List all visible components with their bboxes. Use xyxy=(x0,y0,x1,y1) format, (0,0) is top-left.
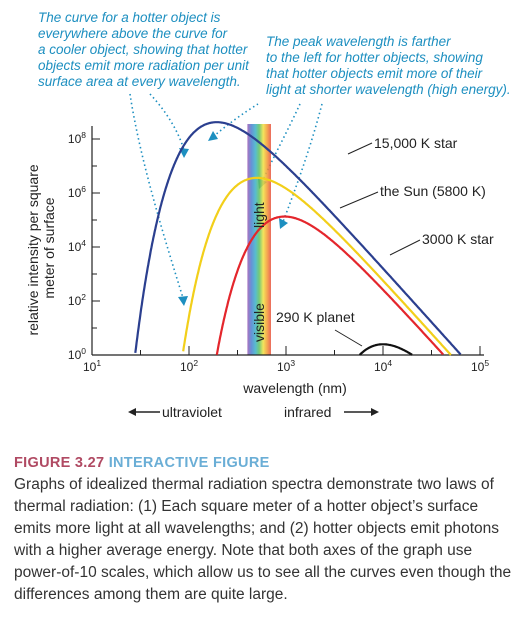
pointer-line xyxy=(129,93,184,299)
arrowhead-icon xyxy=(178,296,188,306)
series-label-15000k: 15,000 K star xyxy=(374,135,458,151)
y-tick-label: 102 xyxy=(68,292,86,308)
arrowhead-icon xyxy=(279,218,288,229)
y-tick-label: 108 xyxy=(68,130,86,146)
spectra-curves xyxy=(134,121,462,356)
series-label-290k: 290 K planet xyxy=(276,309,355,325)
x-tick-label: 105 xyxy=(471,358,489,374)
annotation-right-line: light at shorter wavelength (high energy… xyxy=(266,82,511,97)
ultraviolet-label: ultraviolet xyxy=(162,404,222,420)
visible-band-rect xyxy=(247,124,271,355)
annotation-left-line: The curve for a hotter object is xyxy=(38,10,221,25)
pointer-line xyxy=(261,103,301,183)
annotation-right-line: that hotter objects emit more of their xyxy=(266,66,483,81)
figure-label: FIGURE 3.27 xyxy=(14,455,105,471)
pointer-line xyxy=(149,93,185,151)
annotation-left-line: surface area at every wavelength. xyxy=(38,74,241,89)
x-tick-label: 103 xyxy=(277,358,295,374)
pointer-line xyxy=(213,103,259,137)
x-tick-label: 102 xyxy=(180,358,198,374)
leader-line xyxy=(334,329,363,347)
annotation-left-line: everywhere above the curve for xyxy=(38,26,228,41)
series-label-sun: the Sun (5800 K) xyxy=(380,183,486,199)
series-label-3000k: 3000 K star xyxy=(422,231,494,247)
band-label-visible: visible xyxy=(251,303,267,342)
annotation-pointers xyxy=(129,93,323,299)
y-axis-title-line: meter of surface xyxy=(41,197,57,298)
caption-text: Graphs of idealized thermal radiation sp… xyxy=(14,476,512,603)
arrowhead-icon xyxy=(208,131,218,141)
left-arrow-icon xyxy=(128,408,136,416)
leader-line xyxy=(389,239,421,256)
series-line xyxy=(134,121,462,356)
series-line xyxy=(215,215,444,356)
series-leaders xyxy=(334,142,421,347)
annotation-right-line: to the left for hotter objects, showing xyxy=(266,50,483,65)
y-axis-title-line: relative intensity per square xyxy=(25,164,41,335)
figure-caption: FIGURE 3.27 INTERACTIVE FIGURE Graphs of… xyxy=(14,452,514,606)
annotation-left-line: a cooler object, showing that hotter xyxy=(38,42,248,57)
y-tick-label: 104 xyxy=(68,238,86,254)
leader-line xyxy=(339,191,379,209)
y-axis-title: relative intensity per square meter of s… xyxy=(25,160,57,335)
y-tick-label: 106 xyxy=(68,184,86,200)
leader-line xyxy=(347,142,373,155)
annotation-left-line: objects emit more radiation per unit xyxy=(38,58,250,73)
caption-heading: FIGURE 3.27 INTERACTIVE FIGURE xyxy=(14,452,514,474)
annotation-left: The curve for a hotter object is everywh… xyxy=(38,10,253,89)
y-tick-label: 100 xyxy=(68,346,86,362)
direction-arrows: ultraviolet infrared xyxy=(128,404,379,420)
x-tick-label: 101 xyxy=(83,358,101,374)
x-tick-label: 104 xyxy=(374,358,392,374)
series-line xyxy=(182,176,452,356)
pointer-line xyxy=(282,103,323,223)
right-arrow-icon xyxy=(371,408,379,416)
band-label-light: light xyxy=(251,202,267,228)
annotation-right: The peak wavelength is farther to the le… xyxy=(266,34,511,97)
interactive-label: INTERACTIVE FIGURE xyxy=(108,455,270,471)
annotation-right-line: The peak wavelength is farther xyxy=(266,34,451,49)
axes: 101 102 103 104 105 100 102 104 106 108 xyxy=(68,126,489,374)
infrared-label: infrared xyxy=(284,404,331,420)
visible-band xyxy=(247,124,271,355)
series-line xyxy=(358,343,413,356)
thermal-spectra-figure: The curve for a hotter object is everywh… xyxy=(25,10,511,420)
x-axis-title: wavelength (nm) xyxy=(242,380,347,396)
